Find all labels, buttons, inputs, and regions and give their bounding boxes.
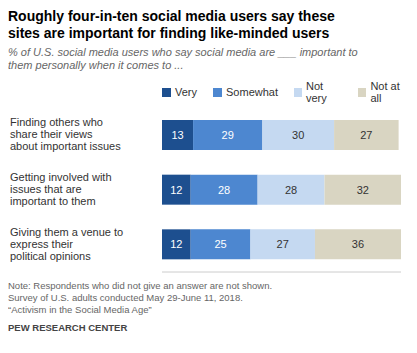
html-text:% of U.S. social media users w: % of U.S. social media users who say soc… [8,46,358,71]
svg-text:29: 29 [222,129,234,141]
svg-text:27: 27 [277,238,289,250]
svg-text:Getting involved withissues th: Getting involved withissues that areimpo… [10,171,112,207]
html-text:Very: Very [175,86,197,98]
html-text:“Activism in the Social Media: “Activism in the Social Media Age” [8,304,152,315]
svg-text:12: 12 [170,184,182,196]
html-text:Not very: Not very [306,80,327,104]
svg-text:32: 32 [357,184,369,196]
svg-text:28: 28 [285,184,297,196]
svg-text:12: 12 [170,238,182,250]
svg-text:30: 30 [292,129,304,141]
html-text:Not at all: Not at all [370,80,400,104]
html-text:Note: Respondents who did not: Note: Respondents who did not give an an… [8,280,273,291]
svg-text:25: 25 [214,238,226,250]
svg-text:36: 36 [352,238,364,250]
svg-text:28: 28 [218,184,230,196]
html-text:Roughly four-in-ten social med: Roughly four-in-ten social media users s… [8,8,335,41]
html-text:PEW RESEARCH CENTER: PEW RESEARCH CENTER [8,322,128,333]
svg-text:Finding others whoshare their: Finding others whoshare their viewsabout… [10,116,121,152]
svg-text:27: 27 [360,129,372,141]
html-text:Somewhat: Somewhat [226,86,278,98]
svg-text:Giving them a venue toexpress: Giving them a venue toexpress theirpolit… [10,226,123,262]
svg-text:13: 13 [171,129,183,141]
html-text:Survey of U.S. adults conducte: Survey of U.S. adults conducted May 29-J… [8,292,243,303]
